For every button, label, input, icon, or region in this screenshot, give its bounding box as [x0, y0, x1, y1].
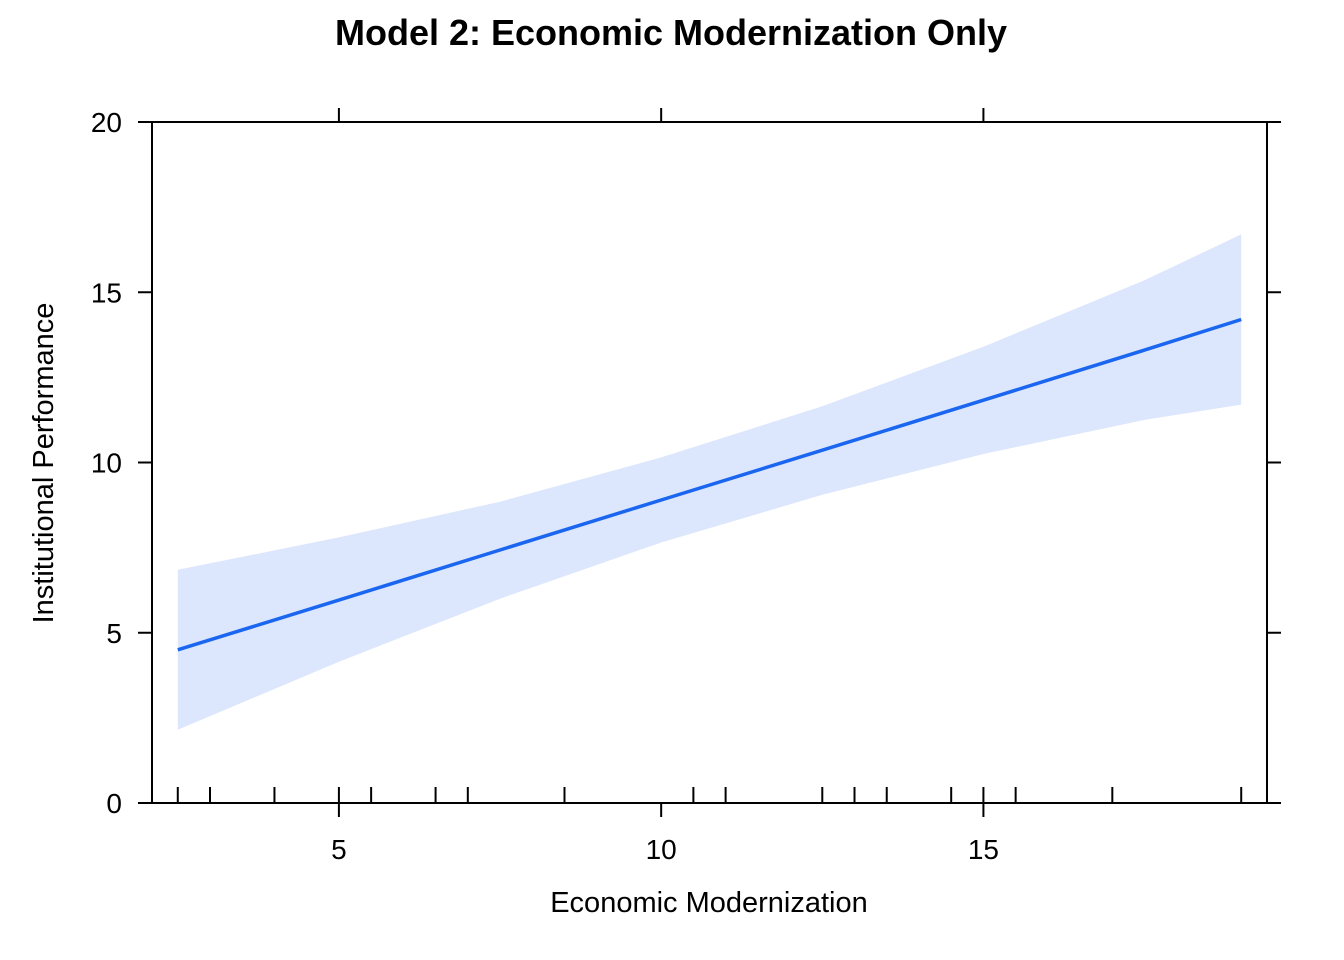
series-line	[177, 317, 1242, 652]
y-tick-label: 20	[91, 107, 122, 138]
confidence-band	[177, 234, 1242, 730]
y-tick-label: 15	[91, 277, 122, 308]
x-tick-label: 10	[646, 834, 677, 865]
y-tick-label: 0	[106, 788, 122, 819]
y-axis-label: Institutional Performance	[28, 303, 60, 624]
y-tick-label: 10	[91, 448, 122, 479]
x-tick-label: 15	[968, 834, 999, 865]
x-axis-label: Economic Modernization	[550, 887, 868, 919]
x-tick-label: 5	[331, 834, 347, 865]
plot-area: 0 5 10 15 20 5 10 15	[91, 107, 1281, 865]
chart-title: Model 2: Economic Modernization Only	[335, 12, 1007, 53]
y-tick-label: 5	[106, 618, 122, 649]
